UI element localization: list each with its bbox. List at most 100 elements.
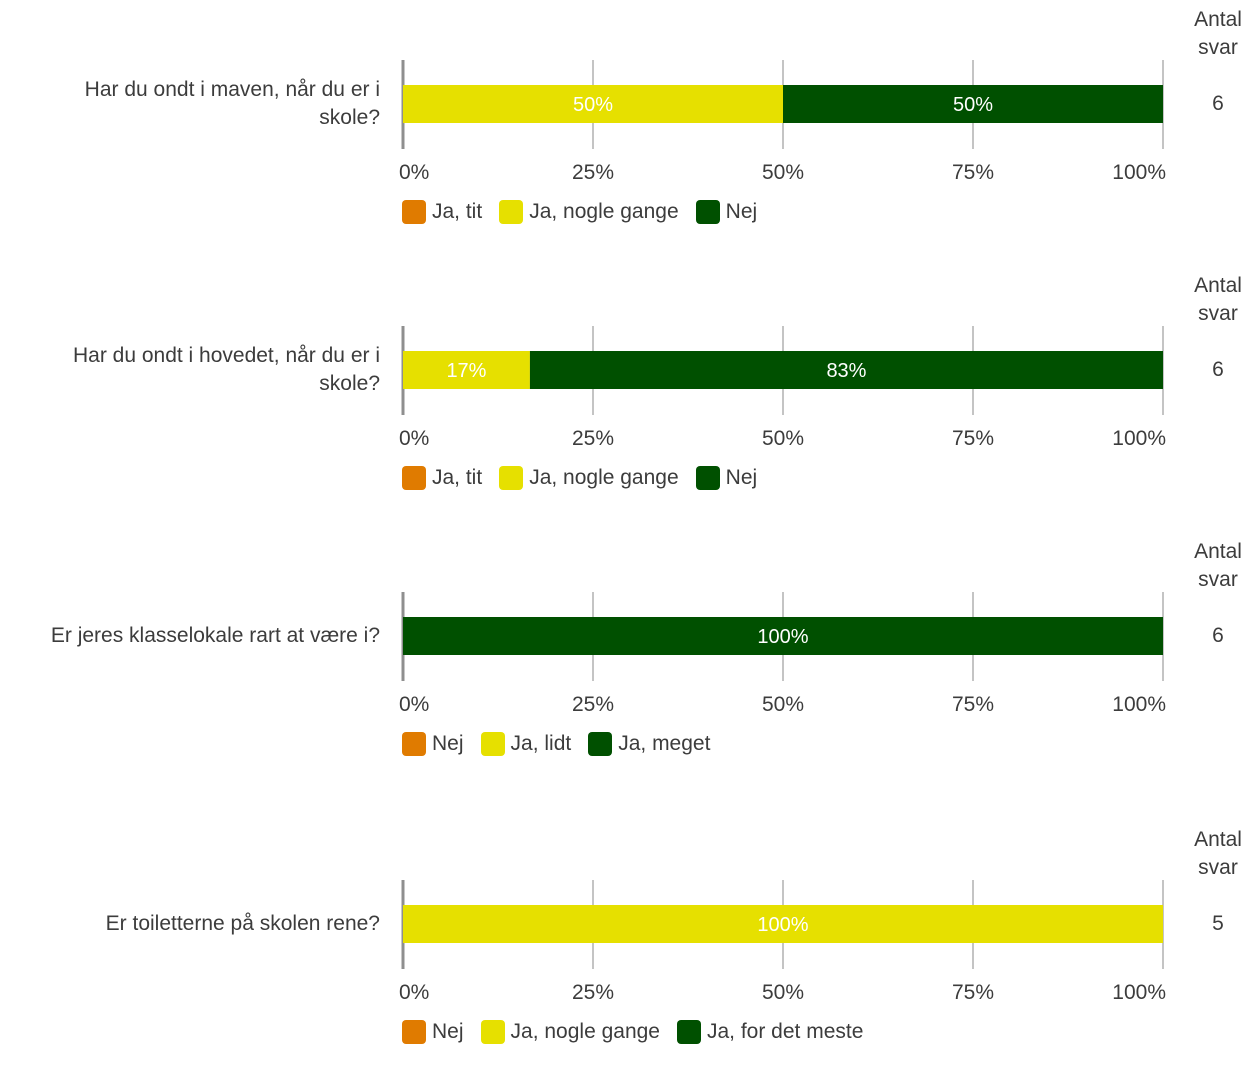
legend: Ja, tit Ja, nogle gange Nej bbox=[402, 464, 774, 492]
bar-segment bbox=[403, 351, 530, 389]
legend-item: Nej bbox=[402, 732, 464, 756]
legend-item: Ja, meget bbox=[588, 732, 710, 756]
data-label: 100% bbox=[757, 626, 808, 648]
legend-swatch bbox=[499, 200, 524, 224]
antal-svar-label: svar bbox=[1198, 302, 1238, 325]
legend-label: Nej bbox=[725, 200, 758, 223]
bar-segment bbox=[529, 351, 1163, 389]
question-label: Er toiletterne på skolen rene? bbox=[0, 910, 380, 938]
legend-swatch bbox=[402, 732, 426, 756]
question-label-line: Er jeres klasselokale rart at være i? bbox=[50, 624, 380, 647]
question-label-line: Har du ondt i maven, når du er i bbox=[84, 78, 380, 101]
legend-swatch bbox=[480, 1020, 505, 1044]
answer-count: 6 bbox=[1212, 358, 1224, 381]
answer-count: 6 bbox=[1212, 92, 1224, 115]
legend-item: Nej bbox=[695, 200, 758, 224]
legend: Nej Ja, lidt Ja, meget bbox=[402, 730, 727, 758]
antal-svar-label: svar bbox=[1198, 856, 1238, 879]
legend-swatch bbox=[402, 200, 426, 224]
bar-segment bbox=[403, 905, 1163, 943]
legend-swatch bbox=[402, 466, 426, 490]
legend-swatch bbox=[402, 1020, 426, 1044]
data-label: 100% bbox=[757, 914, 808, 936]
bar-segment bbox=[783, 85, 1163, 123]
bar-segment bbox=[403, 617, 1163, 655]
tick-label: 50% bbox=[762, 981, 804, 1004]
tick-label: 75% bbox=[952, 161, 994, 184]
legend-label: Ja, meget bbox=[618, 732, 711, 755]
legend-item: Ja, lidt bbox=[480, 732, 572, 756]
data-label: 50% bbox=[953, 94, 993, 116]
question-label-line: Har du ondt i hovedet, når du er i bbox=[72, 344, 380, 367]
antal-svar-label: Antal bbox=[1194, 828, 1242, 851]
antal-svar-label: Antal bbox=[1194, 274, 1242, 297]
legend-label: Nej bbox=[432, 732, 464, 755]
tick-label: 0% bbox=[399, 427, 429, 450]
antal-svar-label: svar bbox=[1198, 568, 1238, 591]
legend: Nej Ja, nogle gange Ja, for det meste bbox=[402, 1018, 880, 1046]
legend-swatch bbox=[499, 466, 524, 490]
tick-label: 50% bbox=[762, 161, 804, 184]
data-label: 17% bbox=[446, 360, 486, 382]
tick-label: 100% bbox=[1112, 427, 1166, 450]
answer-count: 5 bbox=[1212, 912, 1224, 935]
tick-label: 0% bbox=[399, 693, 429, 716]
tick-label: 0% bbox=[399, 981, 429, 1004]
tick-label: 50% bbox=[762, 693, 804, 716]
tick-label: 100% bbox=[1112, 161, 1166, 184]
legend-label: Ja, tit bbox=[432, 466, 483, 489]
legend-item: Ja, nogle gange bbox=[480, 1020, 660, 1044]
legend-item: Nej bbox=[402, 1020, 464, 1044]
tick-label: 75% bbox=[952, 981, 994, 1004]
legend-swatch bbox=[480, 732, 505, 756]
question-label-line: skole? bbox=[319, 106, 380, 129]
legend-label: Ja, for det meste bbox=[706, 1020, 864, 1043]
tick-label: 25% bbox=[572, 427, 614, 450]
legend-item: Ja, tit bbox=[402, 200, 482, 224]
legend-item: Ja, tit bbox=[402, 466, 482, 490]
question-label-line: Er toiletterne på skolen rene? bbox=[105, 912, 380, 935]
tick-label: 0% bbox=[399, 161, 429, 184]
question-label: Har du ondt i hovedet, når du er i skole? bbox=[0, 342, 380, 398]
legend-swatch bbox=[588, 732, 613, 756]
legend-swatch bbox=[695, 200, 720, 224]
question-label: Har du ondt i maven, når du er i skole? bbox=[0, 76, 380, 132]
legend-item: Ja, nogle gange bbox=[499, 466, 679, 490]
legend-item: Ja, nogle gange bbox=[499, 200, 679, 224]
partial-header: ... under en uroen bbox=[0, 0, 166, 4]
legend-item: Ja, for det meste bbox=[676, 1020, 864, 1044]
antal-svar-label: svar bbox=[1198, 36, 1238, 59]
data-label: 50% bbox=[573, 94, 613, 116]
tick-label: 100% bbox=[1112, 981, 1166, 1004]
question-label: Er jeres klasselokale rart at være i? bbox=[0, 622, 380, 650]
legend-label: Ja, tit bbox=[432, 200, 483, 223]
tick-label: 25% bbox=[572, 981, 614, 1004]
antal-svar-label: Antal bbox=[1194, 8, 1242, 31]
tick-label: 50% bbox=[762, 427, 804, 450]
tick-label: 75% bbox=[952, 427, 994, 450]
legend-label: Ja, lidt bbox=[510, 732, 572, 755]
legend: Ja, tit Ja, nogle gange Nej bbox=[402, 198, 774, 226]
antal-svar-label: Antal bbox=[1194, 540, 1242, 563]
legend-label: Ja, nogle gange bbox=[529, 466, 679, 489]
legend-label: Nej bbox=[432, 1020, 464, 1043]
tick-label: 25% bbox=[572, 161, 614, 184]
tick-label: 100% bbox=[1112, 693, 1166, 716]
legend-item: Nej bbox=[695, 466, 758, 490]
bar-segment bbox=[403, 85, 783, 123]
legend-label: Nej bbox=[725, 466, 758, 489]
answer-count: 6 bbox=[1212, 624, 1224, 647]
legend-label: Ja, nogle gange bbox=[529, 200, 679, 223]
legend-label: Ja, nogle gange bbox=[510, 1020, 660, 1043]
data-label: 83% bbox=[826, 360, 866, 382]
tick-label: 75% bbox=[952, 693, 994, 716]
